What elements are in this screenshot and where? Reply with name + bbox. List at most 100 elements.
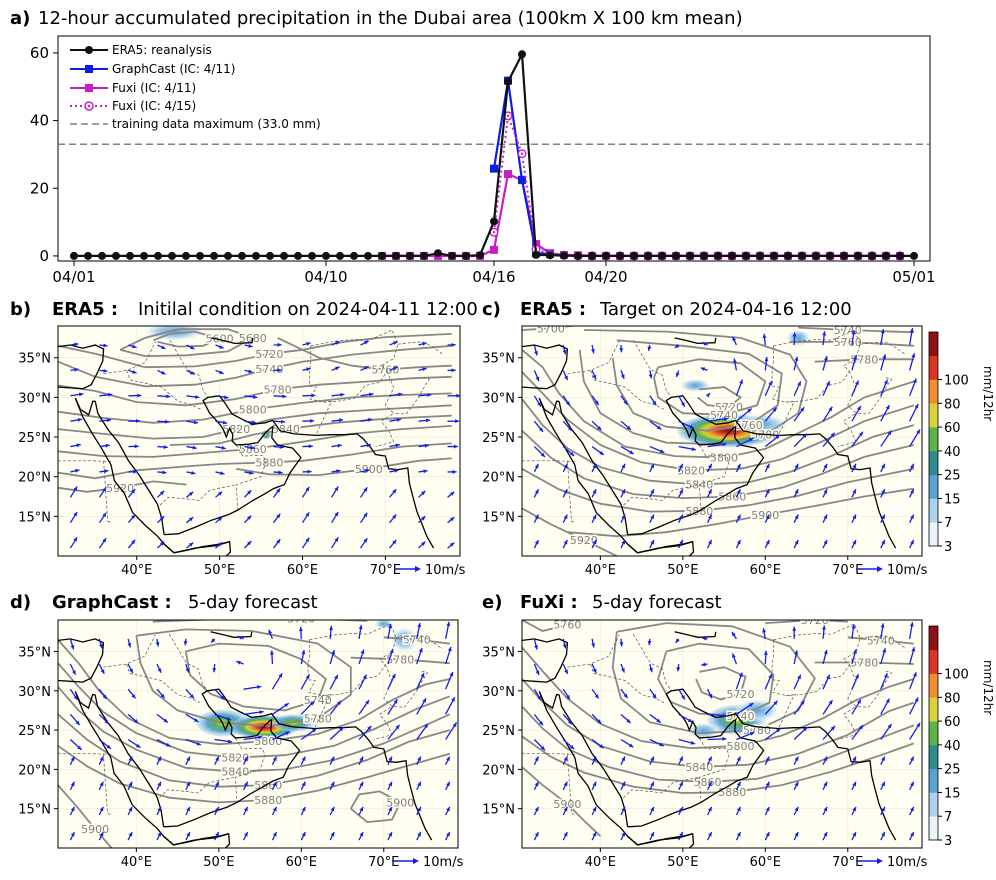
wind-vector-head (538, 720, 543, 726)
wind-vector-head (369, 392, 374, 397)
wind-vector-head (251, 420, 257, 425)
lat-tick-label: 25°N (482, 431, 515, 446)
wind-vector-head (852, 756, 856, 762)
geopotential-contour (611, 622, 816, 735)
wind-vector-head (629, 450, 634, 454)
wind-vector-head (102, 487, 107, 492)
wind-vector-head (190, 370, 195, 375)
wind-vector-head (623, 400, 628, 405)
wind-vector-head (159, 490, 165, 496)
wind-vector-head (768, 674, 772, 679)
wind-vector-head (79, 392, 84, 397)
colorbar-tick-label: 60 (944, 421, 961, 436)
contour-label: 5740 (403, 634, 431, 647)
wind-vector-head (388, 781, 392, 787)
geopotential-contour (653, 358, 767, 416)
panel-a-x-axis: 04/01 04/10 04/16 04/20 05/01 (52, 261, 936, 286)
wind-vector-head (765, 463, 770, 469)
contour-label: 5780 (751, 429, 779, 442)
lon-tick-label: 60°E (750, 855, 781, 870)
data-point (602, 251, 610, 260)
wind-vector-head (162, 470, 167, 475)
contour-label: 5740 (867, 634, 895, 647)
wind-vector-head (592, 374, 597, 380)
geopotential-contour (58, 344, 452, 388)
contour-label: 5700 (537, 322, 565, 335)
geopotential-contour (695, 666, 747, 701)
wind-vector-head (219, 344, 224, 349)
wind-vector-head (256, 685, 262, 690)
wind-vector-head (776, 728, 781, 733)
wind-vector-head (329, 625, 333, 631)
wind-vector-head (855, 380, 859, 386)
data-point (686, 251, 694, 260)
wind-vector-head (278, 673, 283, 678)
wind-vector-head (708, 806, 712, 812)
wind-vector-head (765, 806, 770, 812)
colorbar-segment (929, 450, 938, 475)
wind-vector-head (592, 489, 597, 494)
country-border (309, 623, 397, 696)
wind-vector-head (596, 719, 602, 724)
geopotential-contour (611, 339, 783, 432)
wind-vector-head (285, 731, 290, 736)
wind-vector-head (736, 514, 741, 520)
wind-vector-head (910, 489, 914, 494)
wind-vector-head (563, 514, 568, 520)
wind-vector-head (534, 539, 539, 545)
wind-vector-head (99, 832, 104, 837)
wind-vector-head (857, 699, 861, 704)
data-point (504, 77, 512, 86)
geopotential-contour (522, 735, 915, 794)
wind-vector-head (701, 662, 706, 667)
geopotential-contour (522, 326, 579, 331)
wind-vector-head (272, 781, 277, 787)
lat-tick-label: 25°N (18, 431, 51, 446)
country-border (307, 639, 331, 729)
coastline (522, 638, 569, 683)
wind-vector-head (599, 744, 604, 749)
lon-tick-label: 40°E (121, 563, 152, 578)
wind-vector-head (826, 674, 830, 680)
wind-vector-head (311, 393, 316, 398)
lat-tick-label: 35°N (18, 352, 51, 367)
wind-vector-head (775, 435, 780, 440)
wind-vector-head (647, 346, 652, 351)
wind-reference-arrow-head (413, 858, 419, 864)
wind-vector-head (887, 430, 892, 436)
contour-label: 5820 (222, 423, 250, 436)
legend-label-fuxi-415: Fuxi (IC: 4/15) (112, 99, 196, 113)
wind-vector-head (765, 489, 770, 494)
wind-vector-head (133, 469, 138, 474)
geopotential-contour (350, 656, 450, 665)
wind-vector-head (128, 832, 133, 837)
wind-vector-head (794, 514, 799, 520)
data-point (140, 251, 148, 260)
data-point (434, 249, 442, 258)
wind-vector-head (276, 488, 281, 493)
wind-vector-head (679, 756, 683, 762)
wind-vector-head (336, 469, 341, 474)
wind-vector-head (823, 489, 828, 494)
wind-vector-head (909, 328, 914, 333)
wind-vector-head (163, 445, 168, 450)
wind-vector-head (722, 442, 727, 447)
data-point (546, 251, 554, 260)
data-point (770, 251, 778, 260)
wind-vector-head (417, 832, 421, 837)
wind-vector-head (823, 649, 828, 655)
colorbar-tick-label: 15 (944, 786, 961, 801)
wind-vector-head (128, 781, 133, 787)
colorbar-tick-label: 7 (944, 810, 952, 825)
contour-label: 5820 (677, 464, 705, 477)
data-point (224, 251, 232, 260)
geopotential-contour (58, 639, 450, 746)
wind-vector-head (106, 418, 112, 423)
data-point (294, 251, 302, 260)
wind-vector-head (626, 718, 631, 723)
coastline (522, 344, 569, 390)
contour-label: 5760 (371, 364, 399, 377)
panel-b-label: b) (10, 299, 31, 320)
contour-label: 5900 (751, 509, 779, 522)
